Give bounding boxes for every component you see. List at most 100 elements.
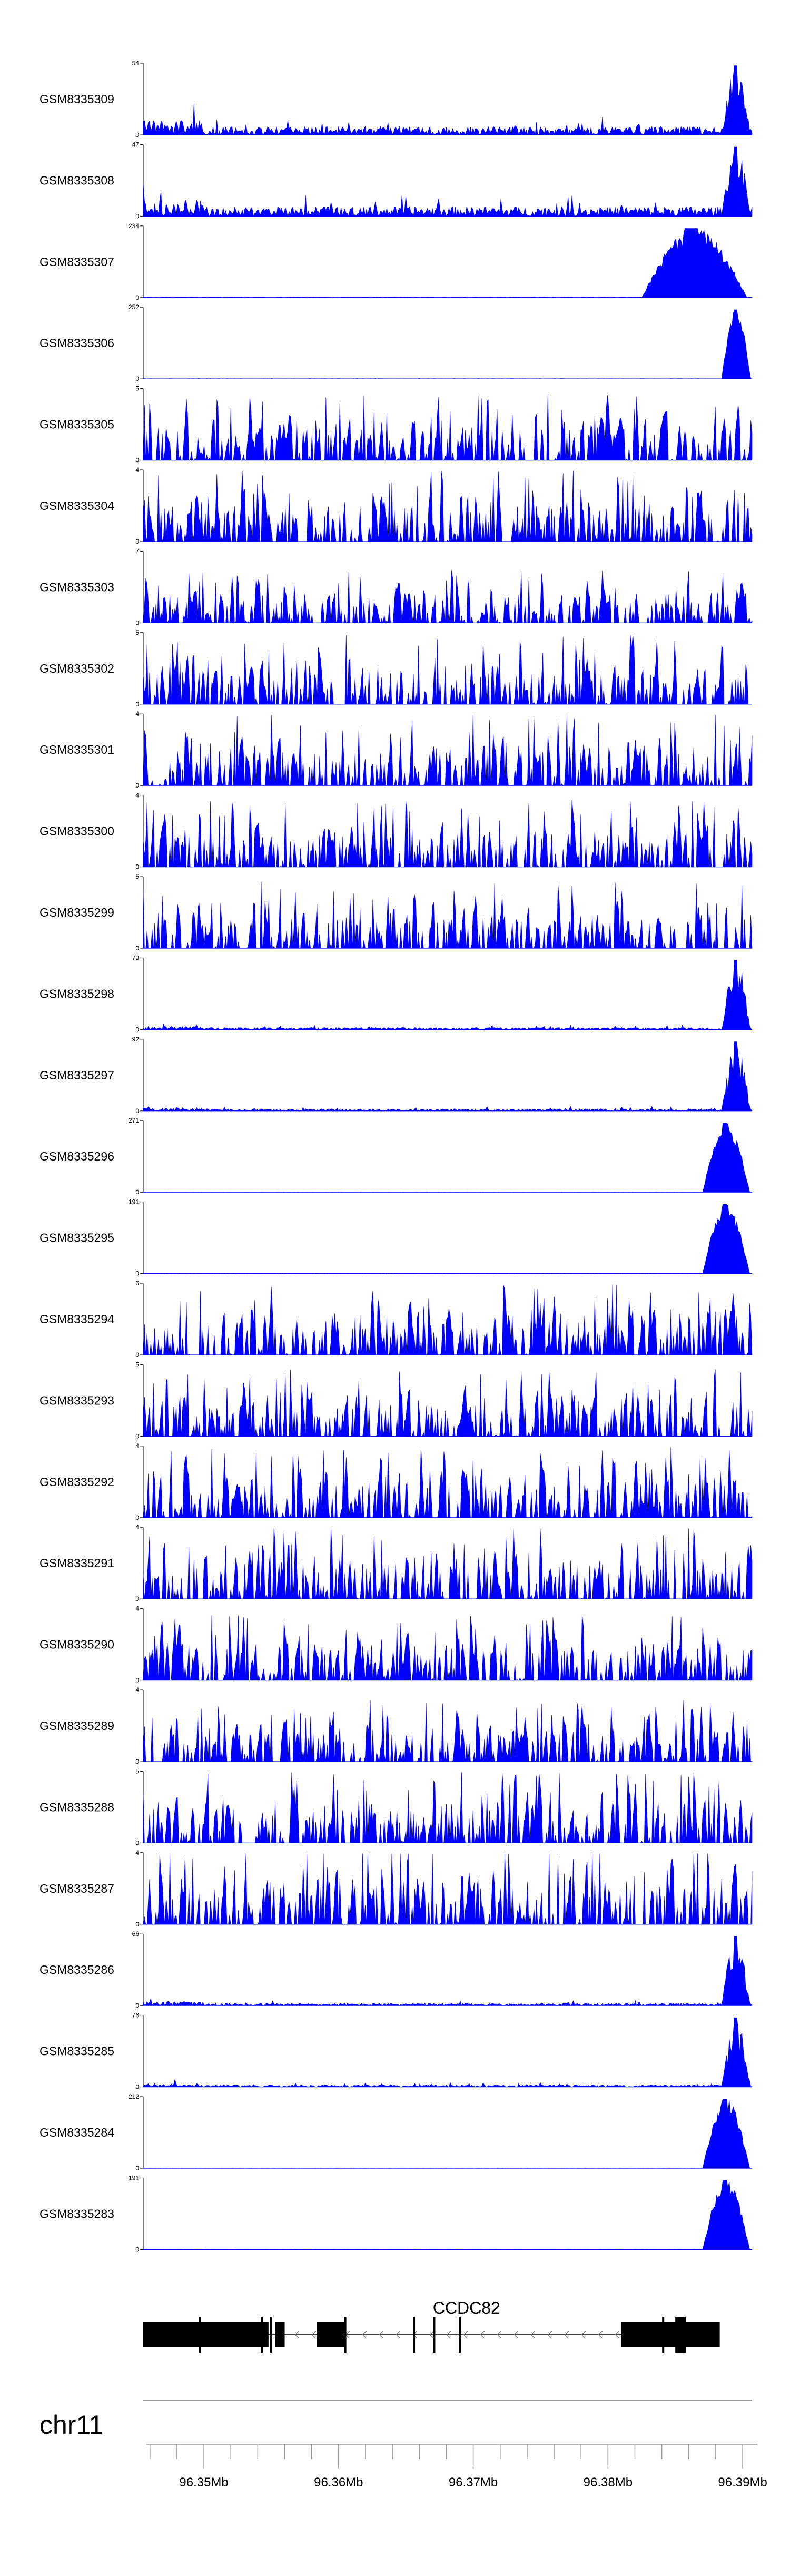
track-label: GSM8335303	[39, 580, 114, 594]
y-min-label: 0	[135, 2246, 139, 2253]
track-GSM8335285: GSM8335285 76 0	[39, 2012, 753, 2091]
track-GSM8335284: GSM8335284 212 0	[39, 2093, 753, 2172]
coverage-area	[143, 715, 753, 786]
y-max-label: 4	[135, 710, 139, 717]
coverage-area	[143, 228, 753, 298]
axis-tick-label: 96.39Mb	[718, 2475, 767, 2490]
y-min-label: 0	[135, 1026, 139, 1033]
chromosome-label: chr11	[39, 2410, 103, 2440]
y-min-label: 0	[135, 294, 139, 301]
track-GSM8335290: GSM8335290 4 0	[39, 1605, 753, 1684]
track-label: GSM8335298	[39, 987, 114, 1000]
track-label: GSM8335299	[39, 906, 114, 919]
y-max-label: 271	[129, 1117, 139, 1124]
track-GSM8335304: GSM8335304 4 0	[39, 466, 753, 545]
strand-arrow	[294, 2331, 300, 2339]
strand-arrow	[497, 2331, 502, 2339]
track-GSM8335294: GSM8335294 6 0	[39, 1280, 753, 1359]
coverage-area	[143, 634, 752, 705]
exon-boundary-mark	[662, 2317, 665, 2353]
track-GSM8335308: GSM8335308 47 0	[39, 141, 753, 220]
y-min-label: 0	[135, 1107, 139, 1115]
track-label: GSM8335293	[39, 1393, 114, 1407]
y-max-label: 66	[132, 1930, 140, 1938]
y-min-label: 0	[135, 945, 139, 952]
y-min-label: 0	[135, 1839, 139, 1846]
y-min-label: 0	[135, 1921, 139, 1928]
y-max-label: 4	[135, 1686, 139, 1694]
track-label: GSM8335284	[39, 2126, 114, 2139]
exon-block	[317, 2322, 344, 2347]
track-label: GSM8335296	[39, 1149, 114, 1163]
track-label: GSM8335307	[39, 255, 114, 269]
coverage-area	[143, 1772, 753, 1844]
strand-arrow	[615, 2331, 620, 2339]
strand-arrow	[581, 2331, 586, 2339]
y-min-label: 0	[135, 212, 139, 220]
y-max-label: 4	[135, 1849, 139, 1856]
coverage-area	[143, 309, 753, 379]
coverage-area	[143, 1041, 753, 1112]
y-min-label: 0	[135, 131, 139, 139]
y-min-label: 0	[135, 1270, 139, 1277]
track-GSM8335297: GSM8335297 92 0	[39, 1036, 753, 1115]
y-max-label: 47	[132, 141, 140, 148]
track-GSM8335306: GSM8335306 252 0	[39, 303, 753, 382]
axis-tick-label: 96.36Mb	[314, 2475, 363, 2490]
y-min-label: 0	[135, 2165, 139, 2172]
track-label: GSM8335305	[39, 418, 114, 431]
coverage-area	[143, 146, 753, 217]
track-GSM8335298: GSM8335298 79 0	[39, 954, 753, 1033]
strand-arrow	[598, 2331, 603, 2339]
track-label: GSM8335300	[39, 824, 114, 838]
y-min-label: 0	[135, 1758, 139, 1765]
gene-annotation-track: CCDC82	[143, 2298, 720, 2353]
exon-block	[143, 2322, 269, 2347]
y-max-label: 5	[135, 385, 139, 392]
strand-arrow	[564, 2331, 569, 2339]
coverage-area	[143, 1614, 753, 1681]
track-GSM8335287: GSM8335287 4 0	[39, 1849, 753, 1928]
coverage-area	[143, 1447, 753, 1518]
y-max-label: 234	[129, 222, 139, 230]
axis-tick-label: 96.38Mb	[584, 2475, 633, 2490]
track-label: GSM8335297	[39, 1068, 114, 1082]
y-max-label: 79	[132, 954, 140, 961]
y-min-label: 0	[135, 538, 139, 545]
y-max-label: 191	[129, 2174, 139, 2181]
exon-boundary-mark	[459, 2317, 461, 2353]
coverage-area	[143, 2017, 753, 2088]
exon-boundary-mark	[344, 2317, 347, 2353]
y-max-label: 54	[132, 60, 140, 67]
track-GSM8335309: GSM8335309 54 0	[39, 60, 753, 139]
coverage-area	[143, 960, 753, 1030]
track-GSM8335296: GSM8335296 271 0	[39, 1117, 753, 1196]
track-GSM8335301: GSM8335301 4 0	[39, 710, 753, 789]
track-GSM8335288: GSM8335288 5 0	[39, 1767, 753, 1846]
exon-boundary-mark	[433, 2317, 436, 2353]
track-GSM8335305: GSM8335305 5 0	[39, 385, 753, 464]
track-GSM8335300: GSM8335300 4 0	[39, 792, 753, 871]
y-min-label: 0	[135, 701, 139, 708]
y-max-label: 5	[135, 873, 139, 880]
track-label: GSM8335301	[39, 743, 114, 756]
y-min-label: 0	[135, 1514, 139, 1521]
track-GSM8335299: GSM8335299 5 0	[39, 873, 753, 952]
coverage-area	[143, 1936, 753, 2006]
y-min-label: 0	[135, 782, 139, 789]
strand-arrow	[480, 2331, 485, 2339]
strand-arrow	[379, 2331, 384, 2339]
y-max-label: 5	[135, 629, 139, 636]
coverage-area	[143, 2099, 753, 2169]
track-GSM8335293: GSM8335293 5 0	[39, 1361, 753, 1440]
track-GSM8335283: GSM8335283 191 0	[39, 2174, 753, 2253]
coverage-area	[143, 1528, 753, 1600]
y-min-label: 0	[135, 1351, 139, 1359]
coverage-area	[143, 881, 753, 949]
track-label: GSM8335288	[39, 1800, 114, 1814]
strand-arrow	[396, 2331, 401, 2339]
coverage-area	[143, 394, 753, 461]
y-min-label: 0	[135, 863, 139, 871]
coverage-area	[143, 1853, 753, 1925]
track-GSM8335303: GSM8335303 7 0	[39, 547, 753, 626]
